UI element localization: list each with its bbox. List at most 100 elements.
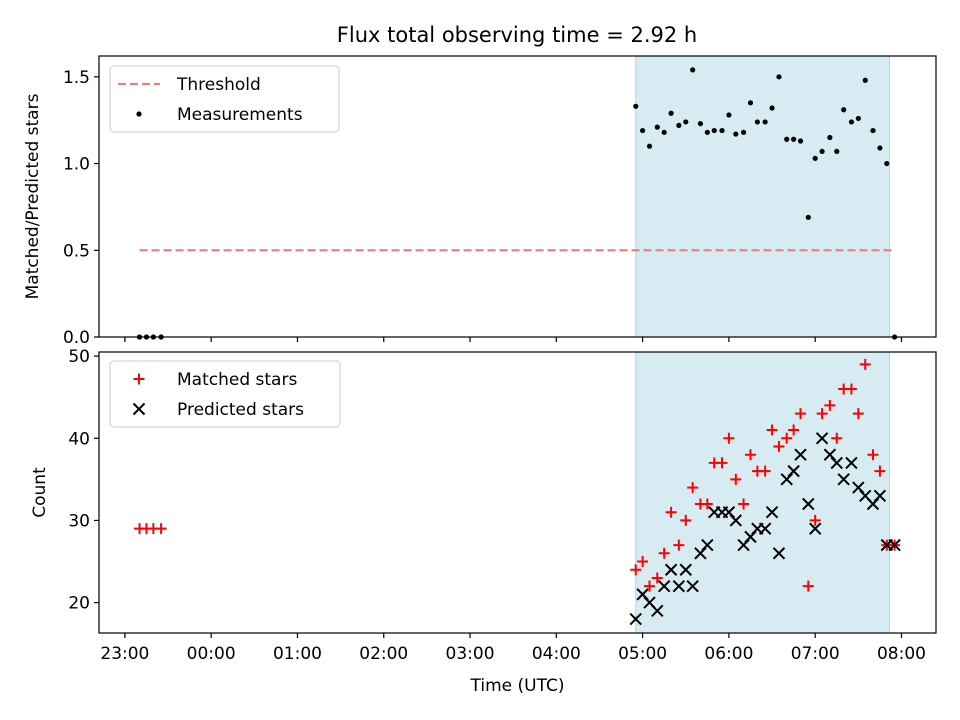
legend-predicted-marker [132, 402, 146, 416]
legend-matched-marker [133, 373, 145, 385]
count-y-tick-label: 20 [68, 594, 90, 614]
matched-star-point [730, 473, 742, 485]
ratio-panel: 0.0 0.5 1.0 1.5 Matched/Predicted stars Thr… [23, 55, 937, 348]
ratio-y-tick-label: 0.5 [63, 241, 90, 261]
matched-star-point [658, 547, 670, 559]
matched-star-points [134, 358, 901, 592]
measurement-point [812, 155, 818, 161]
measurement-point [704, 129, 710, 135]
measurement-point [754, 119, 760, 125]
measurement-point [697, 121, 704, 127]
predicted-star-point [701, 538, 714, 552]
time-x-tick-label: 02:00 [359, 644, 408, 664]
measurement-point [711, 127, 717, 134]
matched-star-point [781, 432, 793, 444]
measurement-point [726, 112, 732, 118]
ratio-panel-frame [98, 55, 937, 338]
matched-star-point [673, 539, 685, 551]
predicted-star-point [888, 538, 901, 552]
measurement-point [805, 214, 811, 220]
count-legend: Matched stars Predicted stars [109, 360, 341, 428]
predicted-star-point [686, 579, 699, 593]
predicted-star-point [651, 604, 664, 618]
measurement-point [834, 148, 840, 155]
matched-star-point [744, 449, 756, 461]
matched-star-point [802, 580, 814, 592]
matched-star-point [687, 482, 699, 494]
count-y-tick-label: 30 [68, 511, 90, 531]
ratio-y-tick-label: 1.5 [63, 68, 90, 88]
count-y-tick-label: 40 [68, 429, 90, 449]
matched-star-point [637, 556, 649, 568]
ratio-y-axis-label: Matched/Predicted stars [23, 93, 43, 299]
predicted-star-point [815, 432, 829, 445]
predicted-star-point [830, 456, 843, 470]
measurement-points [136, 67, 898, 340]
predicted-star-point [787, 464, 800, 478]
observing-span-top [635, 55, 890, 338]
measurement-point [841, 107, 847, 113]
ratio-y-ticks: 0.0 0.5 1.0 1.5 [63, 68, 99, 348]
matched-star-point [680, 514, 692, 526]
measurement-point [654, 124, 660, 130]
measurement-point [791, 136, 797, 142]
matched-star-point [766, 424, 778, 436]
measurement-point [884, 160, 890, 167]
measurement-point [661, 129, 667, 135]
measurement-point [633, 103, 639, 109]
measurement-point [819, 148, 825, 155]
measurement-point [870, 127, 876, 134]
measurement-point [747, 100, 754, 106]
ratio-legend: Threshold Measurements [109, 65, 340, 133]
predicted-star-point [873, 489, 887, 502]
predicted-star-point [664, 563, 678, 576]
predicted-star-point [837, 473, 850, 486]
legend-measurements-swatch [136, 111, 142, 117]
measurement-point [827, 134, 833, 141]
x-axis-label: Time (UTC) [470, 676, 565, 696]
time-x-tick-label: 23:00 [100, 644, 149, 664]
measurement-point [719, 127, 725, 134]
chart-title: Flux total observing time = 2.92 h [337, 23, 697, 47]
measurement-point [762, 119, 768, 125]
time-x-tick-label: 05:00 [618, 644, 667, 664]
ratio-legend-box [109, 65, 340, 133]
matched-star-point [874, 465, 886, 477]
measurement-point [690, 67, 696, 73]
legend-matched-label: Matched stars [177, 370, 297, 390]
time-x-tick-label: 00:00 [187, 644, 236, 664]
measurement-point [855, 115, 861, 122]
predicted-star-point [845, 456, 858, 470]
matched-star-point [852, 408, 864, 420]
legend-predicted-swatch [132, 402, 146, 416]
legend-predicted-label: Predicted stars [177, 400, 304, 420]
predicted-star-point [729, 514, 743, 527]
matched-star-point [155, 523, 167, 535]
matched-star-point [651, 572, 663, 584]
measurement-point [862, 77, 868, 83]
measurement-point [640, 127, 646, 134]
predicted-star-point [794, 448, 807, 461]
count-panel: 20 30 40 50 23:00 00:00 01:00 02:00 03:00 04:00 0… [30, 347, 937, 696]
matched-star-point [738, 498, 750, 510]
measurement-point [740, 129, 747, 135]
predicted-star-point [802, 497, 815, 511]
matched-star-point [773, 440, 785, 452]
ratio-y-tick-label: 0.0 [63, 328, 90, 348]
matched-star-point [644, 580, 656, 592]
measurement-point [877, 145, 883, 151]
matched-star-point [867, 449, 879, 461]
legend-threshold-label: Threshold [176, 75, 261, 95]
matched-star-point [859, 358, 871, 370]
ratio-x-tickmarks [124, 337, 903, 342]
matched-star-point [788, 424, 800, 436]
measurement-point [676, 122, 682, 128]
matched-star-point [723, 432, 735, 444]
measurement-point [848, 119, 855, 125]
measurement-point [784, 136, 790, 142]
legend-matched-swatch [133, 373, 145, 385]
count-y-ticks: 20 30 40 50 [68, 347, 99, 614]
matched-star-point [701, 498, 713, 510]
predicted-star-point [772, 547, 786, 560]
measurement-point [646, 143, 653, 149]
